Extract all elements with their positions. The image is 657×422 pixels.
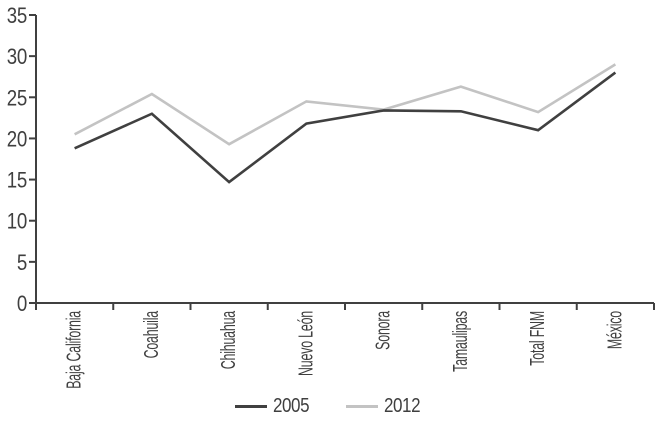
legend-swatch-2012 [346,404,378,408]
x-category-label: Nuevo León [294,311,317,376]
series-line-2012 [74,63,617,146]
x-category-label: Chihuahua [217,310,240,369]
x-category-label: Coahuila [140,310,163,358]
legend-label-2005: 2005 [273,395,310,417]
y-tick-label: 35 [7,5,27,29]
chart-legend: 2005 2012 [0,396,657,416]
legend-item-2012: 2012 [346,396,422,416]
legend-item-2005: 2005 [235,396,311,416]
x-category-label: México [603,311,626,349]
y-tick-label: 20 [7,128,27,152]
x-category-label: Sonora [372,310,395,350]
y-tick-label: 30 [7,46,27,70]
y-tick-label: 10 [7,210,27,234]
x-category-label: Tamaulipas [449,311,472,372]
series-line-2005 [74,71,617,184]
y-tick-label: 15 [7,169,27,193]
x-category-label: Baja California [63,310,86,389]
x-category-label: Total FNM [526,311,549,366]
y-tick-label: 5 [17,252,27,276]
legend-label-2012: 2012 [384,395,421,417]
y-tick-label: 0 [17,293,27,317]
legend-swatch-2005 [235,404,267,408]
y-tick-label: 25 [7,87,27,111]
